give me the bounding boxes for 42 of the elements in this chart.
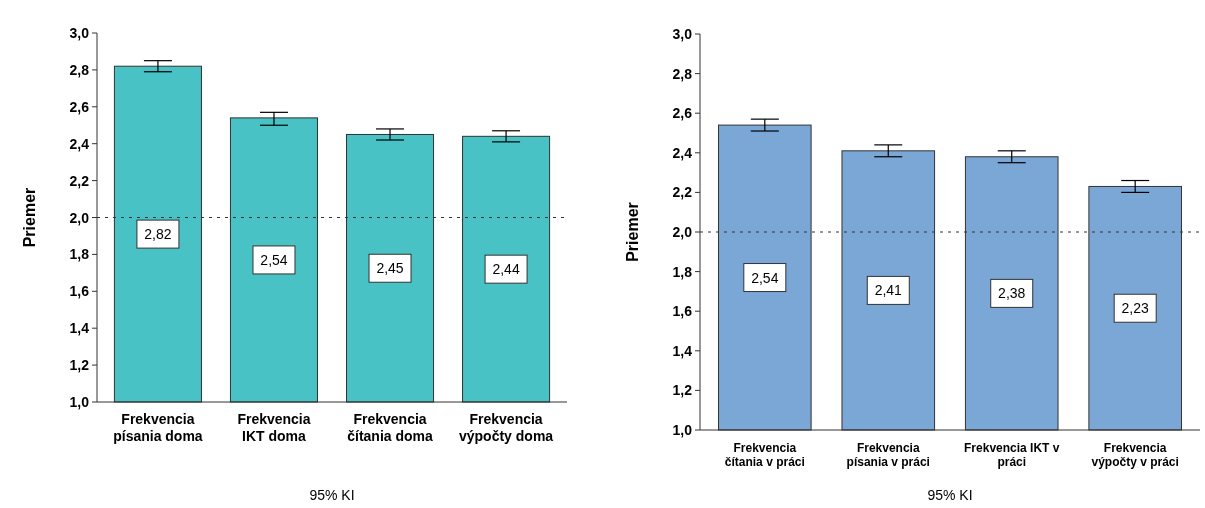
data-label: 2,54 — [751, 269, 779, 286]
y-tick-label: 2,8 — [672, 65, 693, 82]
y-tick-label: 1,0 — [69, 394, 90, 410]
x-tick-label: Frekvencia písania v práci — [846, 441, 930, 469]
data-label: 2,41 — [874, 282, 903, 299]
y-tick-label: 2,6 — [672, 105, 693, 122]
x-tick-label: Frekvencia IKT v práci — [964, 441, 1060, 469]
y-tick-label: 1,6 — [672, 303, 693, 320]
x-tick-label: Frekvencia čítania v práci — [724, 441, 805, 469]
x-tick-label: Frekvencia výpočty v práci — [1091, 441, 1179, 469]
data-label: 2,38 — [998, 285, 1026, 302]
y-tick-label: 1,2 — [672, 382, 693, 399]
y-tick-label: 2,0 — [69, 209, 90, 226]
y-tick-label: 2,2 — [672, 184, 693, 201]
y-tick-label: 1,2 — [69, 357, 90, 374]
data-label: 2,45 — [376, 260, 404, 277]
x-tick-label: Frekvencia písania doma — [113, 411, 203, 444]
x-axis-title: 95% KI — [309, 487, 355, 503]
y-tick-label: 1,6 — [69, 283, 90, 300]
y-tick-label: 2,4 — [69, 135, 90, 152]
y-tick-label: 2,4 — [672, 144, 693, 161]
x-tick-label: Frekvencia výpočty doma — [459, 411, 554, 444]
y-tick-label: 1,4 — [69, 320, 90, 337]
data-label: 2,44 — [492, 261, 520, 278]
y-tick-label: 2,0 — [672, 224, 693, 240]
data-label: 2,23 — [1121, 300, 1150, 317]
data-label: 2,54 — [260, 251, 288, 268]
y-tick-label: 1,8 — [69, 246, 90, 263]
y-tick-label: 3,0 — [672, 26, 693, 42]
x-tick-label: Frekvencia IKT doma — [237, 411, 311, 444]
x-tick-label: Frekvencia čítania doma — [347, 411, 434, 444]
y-tick-label: 2,6 — [69, 98, 90, 115]
y-axis-title: Priemer — [624, 202, 641, 262]
data-label: 2,82 — [144, 226, 172, 243]
y-tick-label: 3,0 — [69, 25, 90, 41]
y-axis-title: Priemer — [21, 187, 38, 248]
y-tick-label: 1,0 — [672, 422, 693, 438]
x-axis-title: 95% KI — [927, 487, 973, 503]
y-tick-label: 2,2 — [69, 172, 90, 189]
y-tick-label: 1,8 — [672, 263, 693, 280]
y-tick-label: 1,4 — [672, 342, 693, 359]
y-tick-label: 2,8 — [69, 61, 90, 78]
